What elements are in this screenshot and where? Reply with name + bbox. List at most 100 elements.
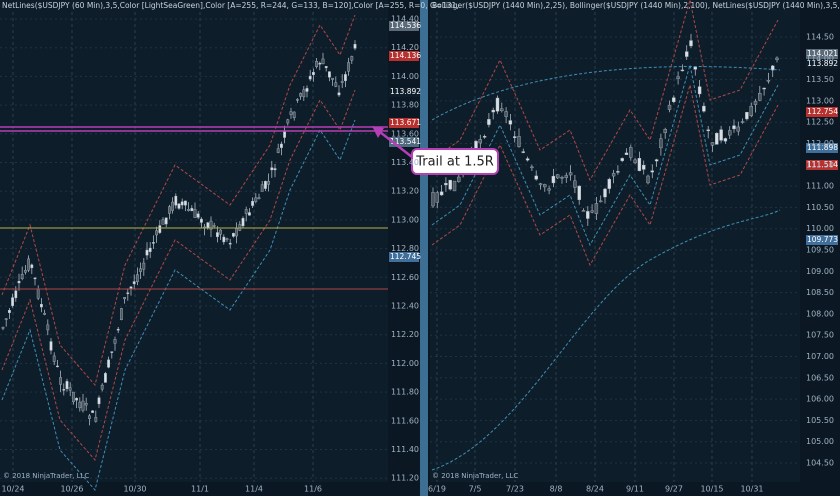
candle: [753, 100, 758, 105]
band: [1, 14, 356, 387]
candle: [276, 148, 280, 153]
axis-label: 111.40: [391, 445, 419, 454]
candle: [573, 180, 577, 188]
candle: [247, 212, 251, 216]
price-box: [389, 137, 419, 147]
candle: [103, 373, 107, 383]
candle: [732, 125, 736, 130]
candle: [654, 159, 659, 162]
candle: [728, 130, 732, 136]
candle: [129, 286, 133, 289]
date-label: 11/6: [304, 485, 322, 494]
date-label: 7/23: [506, 485, 524, 494]
date-label: 10/30: [123, 485, 146, 494]
candle: [289, 111, 293, 115]
date-label: 11/1: [191, 485, 209, 494]
candle: [158, 225, 162, 233]
axis-label: 113.80: [391, 101, 419, 110]
candle: [344, 74, 347, 81]
candle: [766, 80, 771, 82]
candle: [715, 133, 719, 145]
right-plot: [430, 0, 800, 482]
candle: [749, 105, 753, 117]
candle: [174, 195, 178, 206]
candle: [340, 81, 344, 83]
candle: [193, 209, 197, 218]
price-box: [806, 49, 838, 59]
candle: [100, 384, 104, 390]
candle: [119, 308, 123, 320]
candle: [495, 97, 500, 112]
candle: [280, 143, 283, 148]
candle: [603, 188, 607, 198]
candle: [151, 242, 155, 244]
candle: [646, 175, 650, 184]
axis-label: 114.00: [806, 54, 834, 63]
axis-label: 112.80: [391, 244, 419, 253]
candle: [521, 151, 525, 153]
candle: [719, 129, 723, 141]
candle: [607, 179, 611, 189]
candle: [334, 82, 338, 87]
axis-label: 111.60: [391, 416, 419, 425]
candle: [543, 184, 547, 188]
candle: [30, 264, 34, 269]
candle: [171, 201, 174, 211]
candle: [56, 365, 59, 368]
candle: [758, 93, 762, 101]
candle: [7, 310, 11, 313]
candle: [123, 297, 127, 300]
candle: [337, 92, 341, 96]
copyright: © 2018 NinjaTrader, LLC: [3, 472, 89, 480]
candle: [273, 168, 277, 171]
band: [431, 0, 779, 182]
axis-label: 107.50: [806, 331, 834, 340]
candle: [11, 297, 14, 306]
axis-label: 112.20: [391, 330, 419, 339]
candle: [736, 126, 740, 132]
candle: [62, 389, 66, 391]
price-box-label: 114.021: [807, 49, 838, 58]
axis-label: 104.50: [806, 459, 834, 468]
candle: [107, 359, 111, 368]
price-box: [806, 143, 838, 153]
candle: [228, 242, 232, 245]
axis-label: 112.40: [391, 302, 419, 311]
copyright: © 2018 NinjaTrader, LLC: [432, 472, 518, 480]
candle: [1, 327, 5, 329]
candle: [347, 62, 350, 72]
candle: [241, 218, 245, 227]
candle: [706, 129, 710, 132]
candle: [164, 217, 168, 225]
candle: [663, 129, 667, 134]
candle: [305, 88, 309, 92]
candle: [762, 87, 766, 90]
price-box-label: 111.514: [807, 160, 838, 169]
candle: [126, 292, 130, 294]
candle: [556, 174, 560, 179]
candle: [321, 58, 325, 65]
candle: [97, 397, 101, 405]
candle: [286, 119, 290, 124]
left-plot: [0, 0, 388, 482]
candle: [113, 339, 117, 344]
candle: [568, 172, 573, 176]
axis-label: 112.00: [806, 139, 834, 148]
band: [1, 119, 356, 492]
price-box-label: 112.745: [390, 252, 421, 261]
candle: [254, 197, 258, 202]
axis-label: 111.00: [806, 182, 834, 191]
candle: [36, 288, 40, 299]
candle: [624, 152, 629, 155]
chart-drawing: [0, 0, 800, 492]
candle: [315, 61, 318, 67]
candle: [517, 136, 521, 147]
candle: [231, 233, 235, 237]
candle: [620, 158, 624, 161]
candle: [689, 40, 693, 47]
left-header: NetLines($USDJPY (60 Min),3,5,Color [Lig…: [2, 1, 459, 10]
price-box-label: 114.536: [390, 21, 421, 30]
candle: [116, 328, 120, 331]
candle: [452, 180, 457, 192]
